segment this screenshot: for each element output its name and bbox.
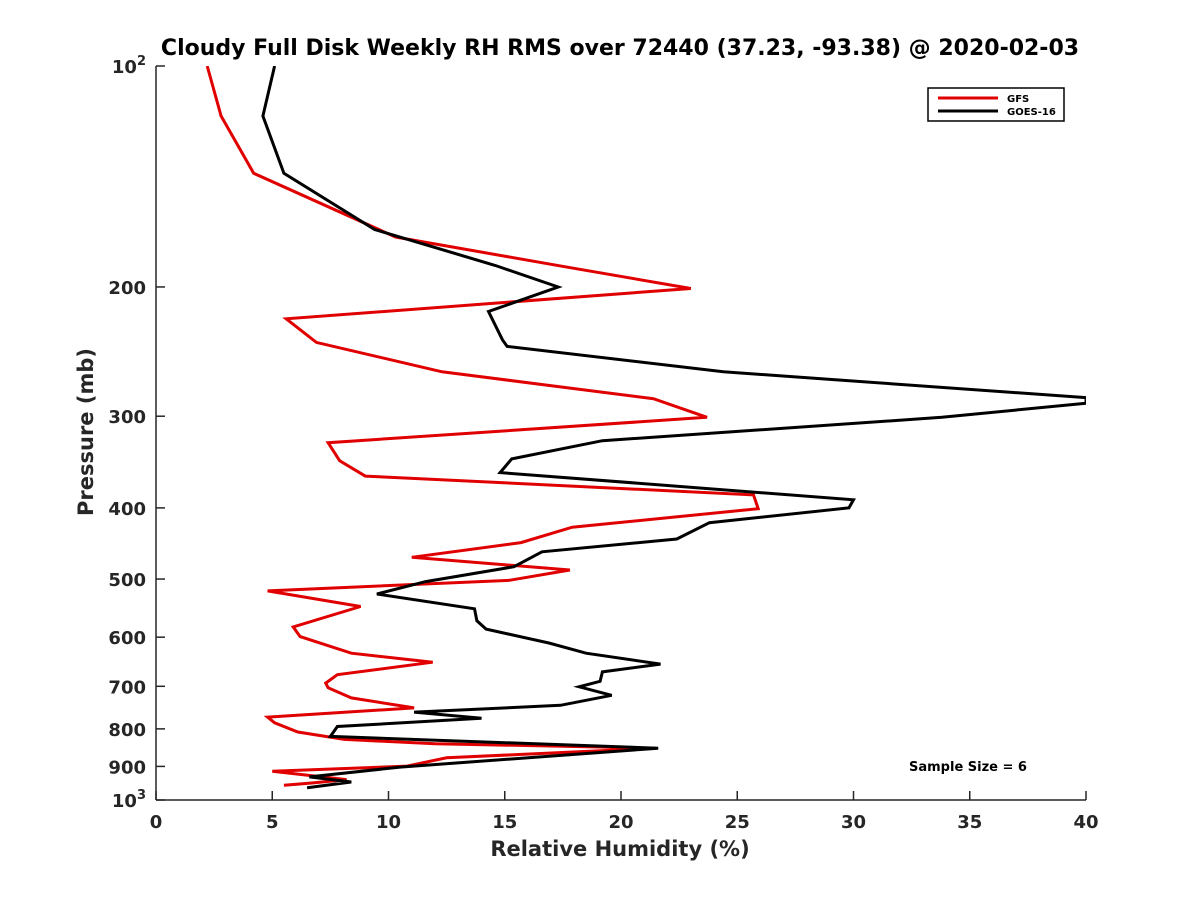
- series-line-gfs: [205, 66, 761, 787]
- y-tick-label: 600: [108, 628, 146, 649]
- x-tick-label: 15: [492, 812, 517, 833]
- legend: GFS GOES-16: [927, 87, 1065, 122]
- y-tick-label: 700: [108, 677, 146, 698]
- y-tick-label: 500: [108, 570, 146, 591]
- legend-box: [927, 87, 1065, 122]
- y-tick-label: 400: [108, 499, 146, 520]
- x-tick-label: 30: [841, 812, 866, 833]
- y-tick-label: 300: [108, 407, 146, 428]
- x-tick-label: 5: [266, 812, 279, 833]
- y-tick-label: 102: [112, 54, 146, 78]
- y-axis-label: Pressure (mb): [74, 348, 98, 516]
- y-tick-label: 800: [108, 720, 146, 741]
- x-tick-label: 10: [376, 812, 401, 833]
- x-tick-label: 35: [957, 812, 982, 833]
- series-line-goes-16: [261, 66, 1086, 790]
- y-tick-label: 200: [108, 278, 146, 299]
- chart-title: Cloudy Full Disk Weekly RH RMS over 7244…: [161, 36, 1079, 61]
- x-tick-label: 20: [608, 812, 633, 833]
- y-tick-label: 103: [112, 788, 146, 812]
- legend-label: GFS: [1007, 94, 1029, 105]
- x-tick-label: 40: [1073, 812, 1098, 833]
- x-tick-label: 0: [150, 812, 163, 833]
- legend-label: GOES-16: [1007, 107, 1056, 118]
- sample-size-annotation: Sample Size = 6: [909, 760, 1027, 775]
- y-tick-label: 900: [108, 757, 146, 778]
- x-tick-label: 25: [725, 812, 750, 833]
- x-axis-label: Relative Humidity (%): [490, 837, 749, 861]
